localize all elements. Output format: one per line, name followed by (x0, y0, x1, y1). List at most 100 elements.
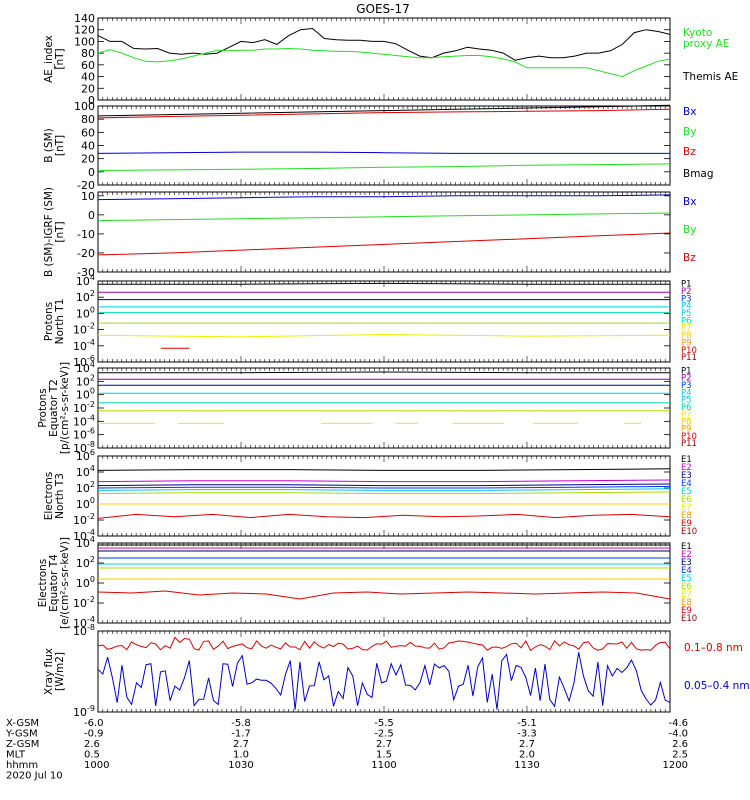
y-axis-label: [nT] (54, 221, 66, 242)
legend-entry: E8 (681, 511, 692, 521)
series-e1 (97, 468, 671, 471)
series-themis-ae (97, 27, 671, 61)
x-row-value: 1130 (514, 760, 539, 771)
legend-entry: P3 (681, 381, 692, 391)
legend-entry: P2 (681, 374, 692, 384)
y-axis-label: AE_index (43, 35, 55, 83)
y-tick-label: 10-2 (73, 512, 95, 527)
y-tick-label: 106 (76, 448, 95, 463)
y-axis-label: Electrons (43, 472, 55, 521)
x-row-value: 1100 (371, 760, 396, 771)
legend-entry: P11 (681, 353, 697, 363)
panel-frame (97, 105, 671, 186)
legend-entry: E5 (681, 487, 692, 497)
y-tick-label: 80 (81, 113, 95, 126)
legend-entry: E5 (681, 574, 692, 584)
x-row-label: hhmm (6, 760, 38, 771)
y-tick-label: 100 (76, 387, 95, 402)
y-tick-label: -20 (77, 179, 95, 192)
y-tick-label: 60 (81, 126, 95, 139)
legend-entry: E6 (681, 582, 692, 592)
legend-entry: E1 (681, 542, 692, 552)
y-tick-label: 10-6 (73, 354, 95, 369)
y-tick-label: 104 (76, 360, 95, 375)
legend-entry: P4 (681, 388, 692, 398)
y-axis-label: Xray flux (43, 648, 55, 695)
series-p1 (98, 371, 670, 374)
legend-entry: P10 (681, 346, 697, 356)
legend-entry: E7 (681, 503, 692, 513)
legend-entry: E7 (681, 590, 692, 600)
y-axis-label: [nT] (54, 135, 66, 156)
series-by (97, 212, 671, 222)
legend-entry: E8 (681, 598, 692, 608)
legend-entry: proxy AE (683, 38, 729, 50)
legend-entry: E4 (681, 479, 692, 489)
legend-entry: E9 (681, 519, 692, 529)
series-e3 (97, 483, 671, 487)
legend-entry: Themis AE (682, 71, 738, 83)
legend-entry: E10 (681, 527, 697, 537)
panel-frame (97, 17, 671, 101)
y-tick-label: 10-4 (73, 338, 95, 353)
series-bx (97, 151, 670, 154)
y-tick-label: 40 (81, 71, 95, 84)
x-row-value: 1000 (84, 760, 109, 771)
legend-entry: P1 (681, 280, 692, 290)
y-axis-label: Electrons (37, 559, 49, 608)
y-tick-label: 10-4 (73, 528, 95, 543)
x-row-label: Y-GSM (5, 729, 38, 740)
legend-entry: P8 (681, 331, 692, 341)
y-tick-label: 100 (76, 496, 95, 511)
y-tick-label: 10-4 (73, 413, 95, 428)
panel-frame (97, 367, 671, 449)
y-axis-label: [e/(cm²-s-sr-keV)] (59, 537, 71, 629)
x-row-value: 2.6 (84, 739, 100, 750)
y-tick-label: 60 (81, 59, 95, 72)
legend-entry: Bz (683, 146, 696, 158)
y-tick-label: 10-8 (73, 440, 95, 455)
series-e5 (97, 488, 671, 491)
y-tick-label: 140 (74, 12, 95, 25)
y-tick-label: 104 (76, 273, 95, 288)
series-e2 (97, 479, 671, 483)
legend-entry: E3 (681, 558, 692, 568)
legend-entry: By (683, 224, 696, 236)
x-row-value: -5.1 (517, 718, 537, 729)
x-row-value: 2.7 (233, 739, 249, 750)
y-tick-label: 10-2 (73, 322, 95, 337)
x-row-label: MLT (6, 750, 26, 761)
y-axis-label: B (SM) (43, 128, 55, 162)
legend-entry: By (683, 126, 696, 138)
x-row-value: 2.0 (519, 750, 535, 761)
legend-entry: 0.05–0.4 nm (684, 680, 750, 692)
x-row-value: 1.0 (233, 750, 249, 761)
y-tick-label: 104 (76, 464, 95, 479)
x-row-value: -5.8 (231, 718, 251, 729)
legend-entry: P1 (681, 366, 692, 376)
series-xray-long (97, 636, 671, 652)
y-tick-label: 10-2 (73, 400, 95, 415)
x-row-label: X-GSM (6, 718, 39, 729)
legend-entry: E6 (681, 495, 692, 505)
panel-frame (97, 191, 671, 273)
y-tick-label: 102 (76, 555, 95, 570)
series-e4 (97, 485, 671, 489)
panel-bigrf: -30 -20 -10 0 10 B (SM)-IGRF (SM) [nT] Bx By Bz (43, 187, 696, 279)
y-axis-label: Equator T4 (48, 554, 60, 612)
x-row-value: 1200 (663, 760, 688, 771)
x-axis-labels: X-GSM -6.0 -5.8 -5.5 -5.1 -4.6 Y-GSM -0.9 -1.7 -2… (5, 718, 688, 782)
date-label: 2020 Jul 10 (6, 771, 63, 782)
legend-entry: P7 (681, 410, 692, 420)
y-tick-label: -20 (77, 247, 95, 260)
series-e9 (97, 590, 671, 600)
y-tick-label: 102 (76, 373, 95, 388)
series-bx (97, 194, 671, 201)
legend-entry: P5 (681, 309, 692, 319)
legend-entry: E2 (681, 550, 692, 560)
